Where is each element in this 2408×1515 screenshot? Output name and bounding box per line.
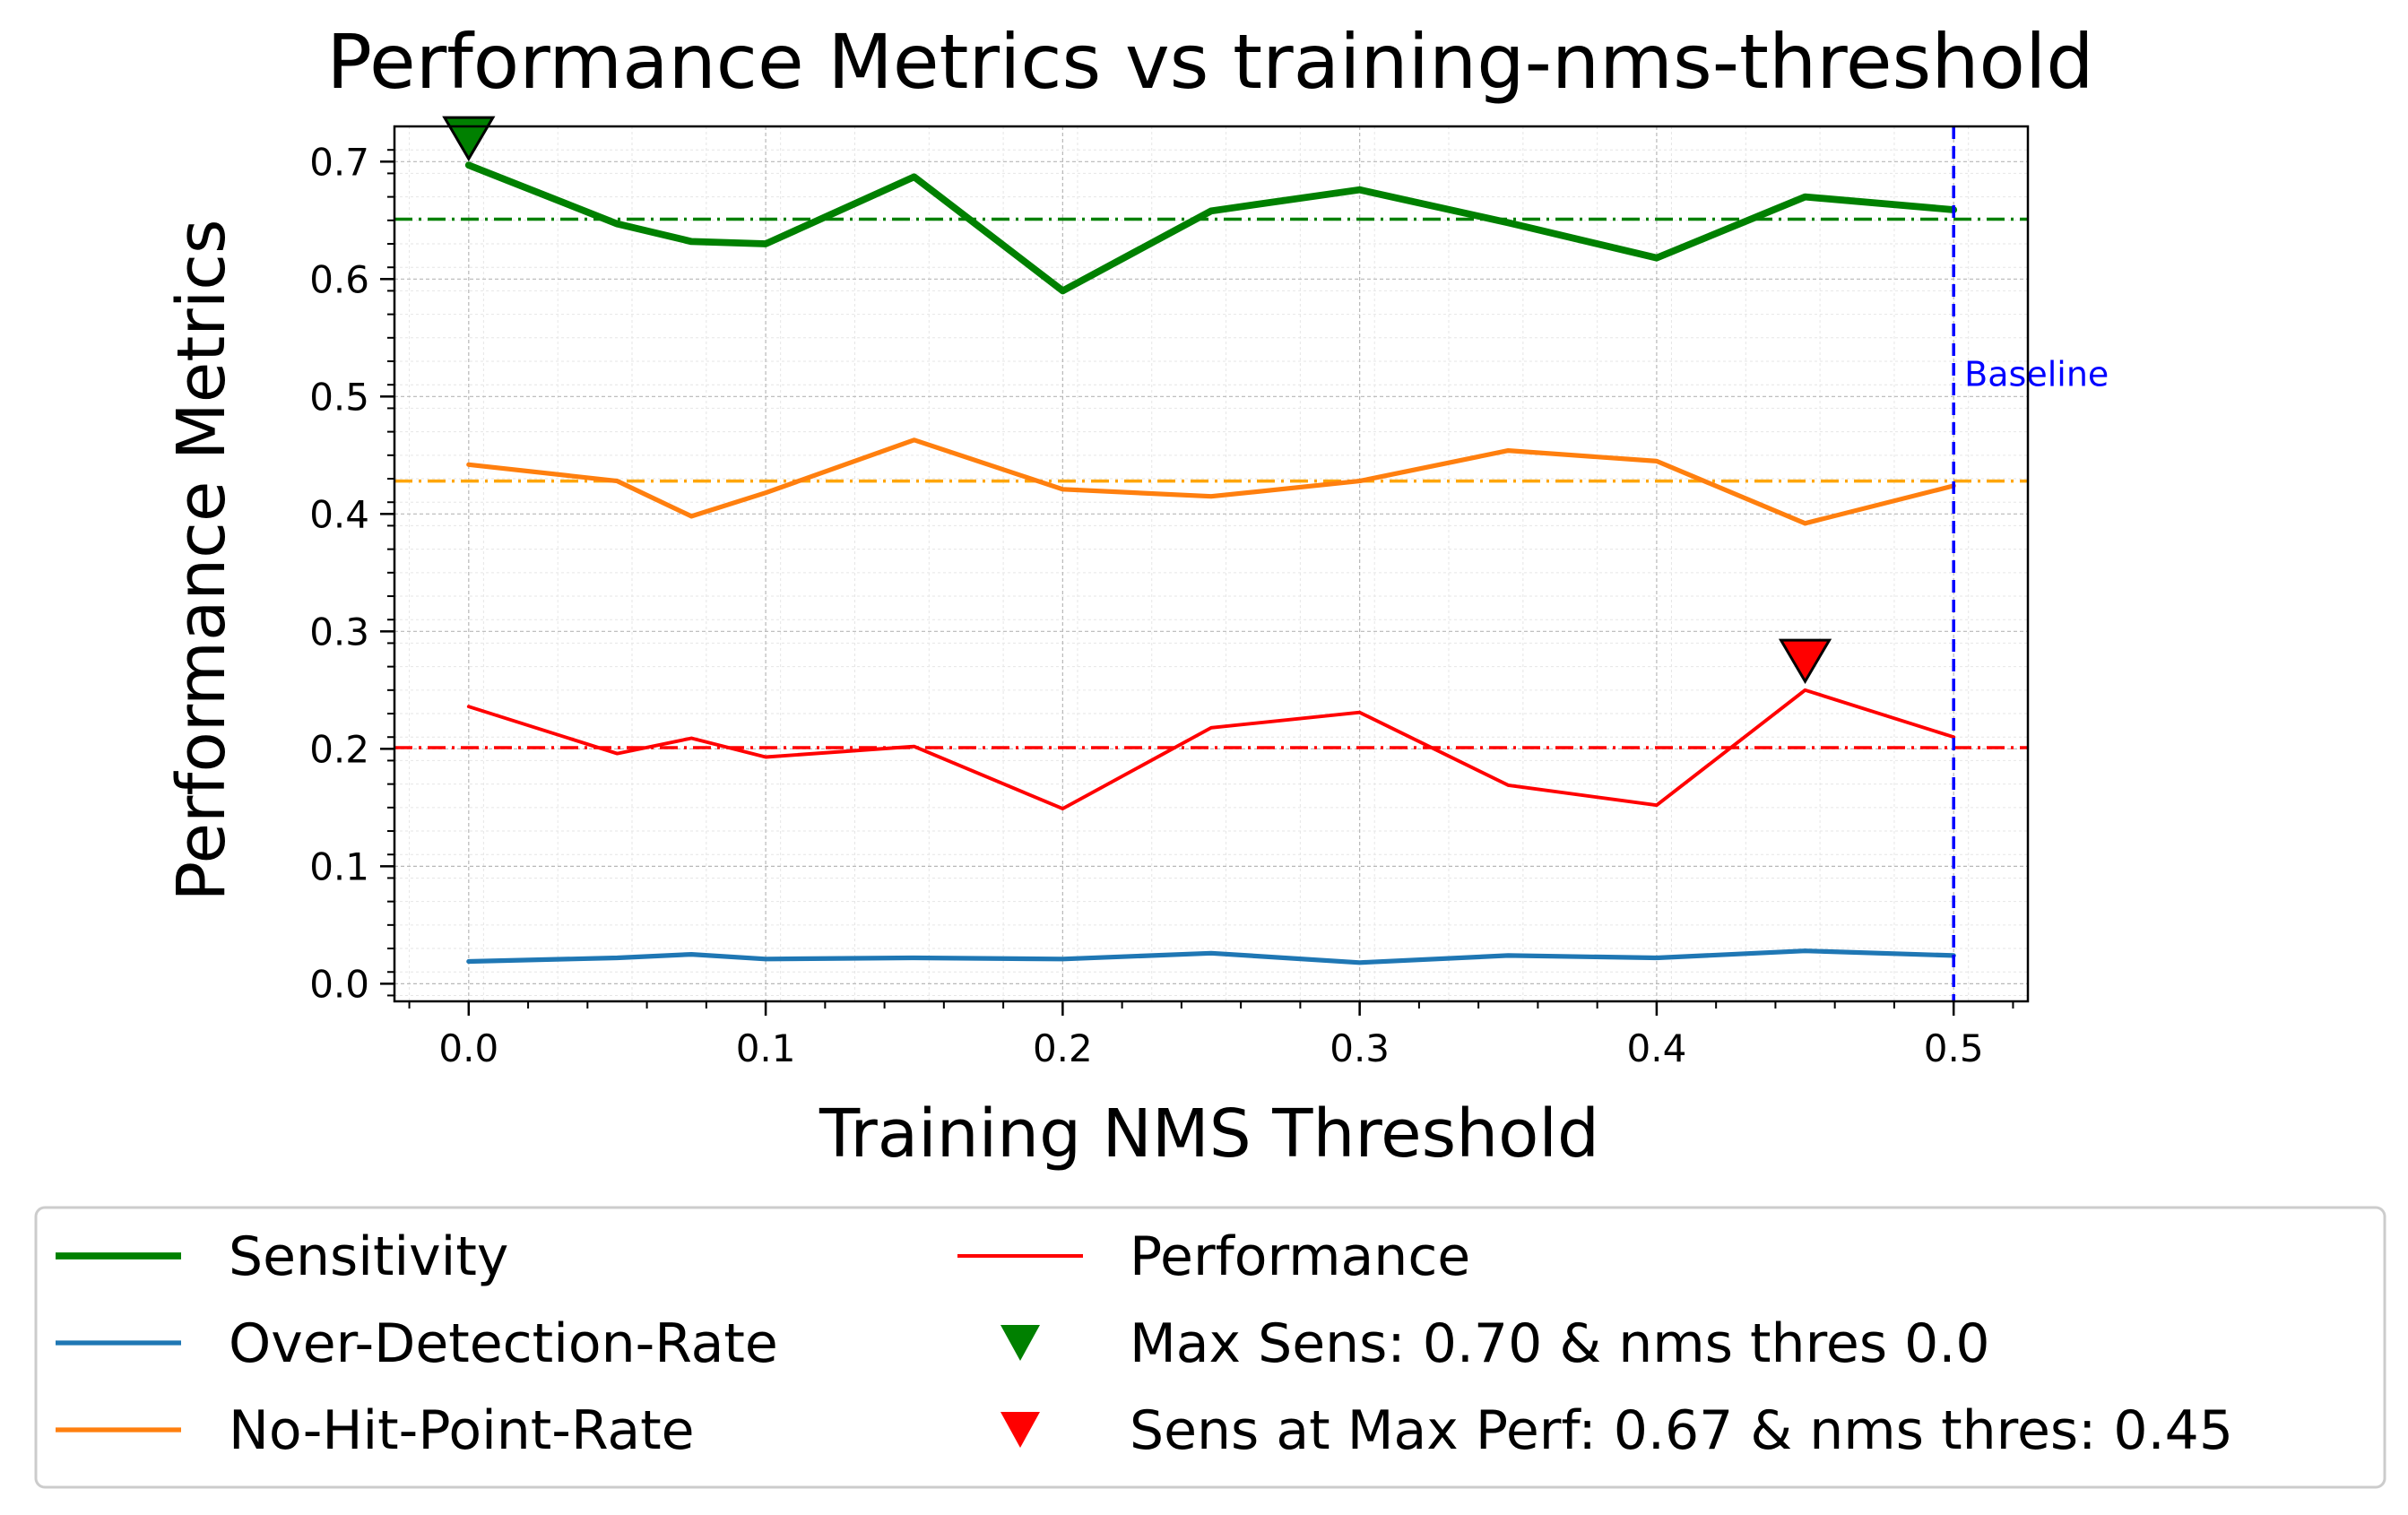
y-tick-label: 0.5 <box>309 375 369 419</box>
legend-marker <box>1000 1325 1040 1361</box>
max-marker <box>442 116 496 162</box>
y-tick-label: 0.6 <box>309 257 369 301</box>
legend-label: Over-Detection-Rate <box>229 1312 778 1375</box>
x-tick-label: 0.3 <box>1330 1026 1390 1070</box>
x-axis-label: Training NMS Threshold <box>819 1095 1599 1173</box>
y-tick-label: 0.3 <box>309 610 369 654</box>
axes-frame <box>393 125 2030 1003</box>
x-tick-label: 0.4 <box>1627 1026 1687 1070</box>
y-tick-label: 0.7 <box>309 140 369 184</box>
legend-label: Max Sens: 0.70 & nms thres 0.0 <box>1130 1312 1990 1375</box>
x-tick-label: 0.0 <box>438 1026 498 1070</box>
x-tick-label: 0.2 <box>1033 1026 1093 1070</box>
y-tick-label: 0.4 <box>309 492 369 536</box>
legend-marker <box>1000 1412 1040 1448</box>
legend: Sensitivity Over-Detection-Rate No-Hit-Poi… <box>34 1206 2386 1489</box>
chart-title: Performance Metrics vs training-nms-thre… <box>326 18 2093 106</box>
y-tick-label: 0.1 <box>309 844 369 888</box>
legend-label: No-Hit-Point-Rate <box>229 1399 695 1462</box>
series-line <box>466 688 1956 811</box>
y-tick-label: 0.0 <box>309 962 369 1006</box>
baseline-label: Baseline <box>1964 355 2109 394</box>
x-tick-label: 0.1 <box>736 1026 796 1070</box>
x-tick-label: 0.5 <box>1924 1026 1984 1070</box>
legend-label: Sens at Max Perf: 0.67 & nms thres: 0.45 <box>1130 1399 2233 1462</box>
series-line <box>466 948 1956 965</box>
legend-label: Performance <box>1130 1225 1470 1288</box>
plot-background <box>394 126 2028 1001</box>
max-marker <box>1778 638 1832 685</box>
series-line <box>464 161 1958 295</box>
y-tick-label: 0.2 <box>309 727 369 771</box>
series-line <box>466 437 1956 526</box>
plot-area: Baseline 0.0 0.1 0.2 0.3 0.4 0.5 0.0 0.1 0.2 0.3 0.… <box>309 116 2109 1070</box>
legend-box <box>34 1206 2386 1489</box>
legend-label: Sensitivity <box>229 1225 508 1288</box>
y-axis-label: Performance Metrics <box>163 219 240 901</box>
